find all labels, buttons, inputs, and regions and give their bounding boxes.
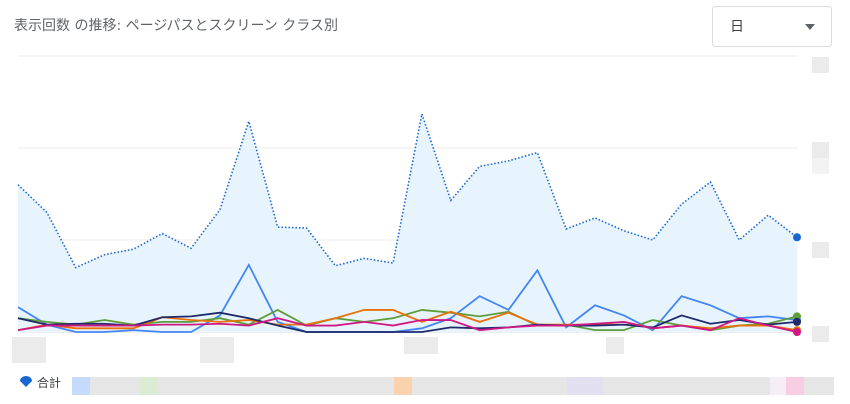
legend: 合計 <box>20 375 834 395</box>
blurred-legend <box>72 377 834 395</box>
dropdown-box[interactable] <box>712 6 832 47</box>
dropdown[interactable]: 日 <box>712 6 832 47</box>
series-line <box>17 311 798 333</box>
end-marker <box>793 312 801 321</box>
legend-label: 合計 <box>37 375 61 390</box>
end-marker <box>793 317 801 326</box>
dropdown-arrow[interactable] <box>805 24 815 30</box>
legend-pin <box>20 376 32 387</box>
blurred-axis-labels <box>12 57 829 363</box>
series-line <box>17 262 798 333</box>
chart-title: 表示回数 の推移: ページパスとスクリーン クラス別 <box>14 18 338 34</box>
dropdown-value[interactable]: 日 <box>730 19 744 35</box>
series-line <box>17 317 798 333</box>
end-marker <box>793 233 801 242</box>
end-marker <box>793 328 801 336</box>
series-line <box>17 110 798 269</box>
area <box>18 113 797 333</box>
